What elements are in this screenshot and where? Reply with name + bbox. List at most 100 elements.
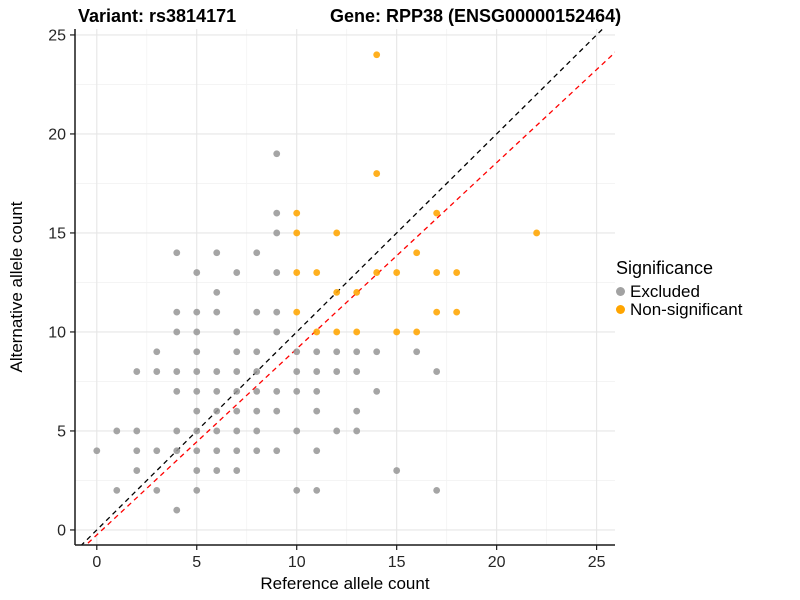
x-tick-label: 10 — [288, 554, 306, 571]
data-point — [193, 467, 201, 474]
data-point — [333, 328, 341, 336]
data-point — [313, 269, 321, 276]
data-point — [233, 407, 241, 415]
data-point — [293, 387, 301, 395]
data-point — [253, 407, 261, 415]
variant-title: Variant: rs3814171 — [78, 6, 237, 26]
data-point — [293, 229, 301, 237]
x-tick-label: 5 — [192, 554, 201, 571]
data-point — [293, 486, 301, 494]
data-point — [453, 269, 461, 276]
series-non-significant — [293, 51, 541, 336]
data-point — [333, 427, 341, 435]
legend-title: Significance — [616, 258, 714, 278]
data-point — [173, 427, 181, 435]
data-point — [373, 387, 381, 395]
data-point — [433, 308, 441, 316]
data-point — [333, 288, 341, 296]
data-point — [253, 387, 261, 395]
data-point — [413, 249, 421, 257]
data-point — [213, 249, 221, 257]
x-tick-label: 20 — [488, 554, 506, 571]
data-point — [293, 368, 301, 375]
x-tick-label: 15 — [388, 554, 406, 571]
data-point — [533, 229, 541, 237]
data-point — [213, 308, 221, 316]
data-point — [433, 368, 441, 375]
data-point — [353, 407, 361, 415]
data-point — [173, 249, 181, 257]
data-point — [353, 328, 361, 336]
data-point — [193, 486, 201, 494]
data-point — [213, 427, 221, 435]
data-point — [173, 387, 181, 395]
data-point — [313, 368, 321, 375]
y-tick-label: 0 — [57, 522, 66, 539]
data-point — [293, 427, 301, 435]
data-point — [293, 308, 301, 316]
data-point — [173, 308, 181, 316]
legend: Significance Excluded Non-significant — [616, 258, 743, 319]
data-point — [313, 407, 321, 415]
data-point — [153, 447, 161, 455]
data-point — [413, 348, 421, 356]
data-point — [273, 447, 281, 455]
data-point — [273, 209, 281, 217]
data-point — [233, 427, 241, 435]
data-point — [193, 269, 201, 276]
x-tick-label: 25 — [588, 554, 606, 571]
legend-item-excluded: Excluded — [616, 282, 742, 301]
legend-label: Non-significant — [630, 299, 743, 319]
x-tick-label: 0 — [92, 554, 101, 571]
data-point — [233, 269, 241, 276]
data-point — [273, 308, 281, 316]
data-point — [253, 368, 261, 375]
data-point — [173, 368, 181, 375]
x-axis-title: Reference allele count — [260, 574, 430, 593]
data-point — [393, 467, 401, 474]
data-point — [213, 447, 221, 455]
data-point — [193, 348, 201, 356]
data-point — [333, 368, 341, 375]
data-point — [93, 447, 101, 455]
y-tick-label: 25 — [48, 27, 66, 44]
data-point — [313, 348, 321, 356]
data-point — [113, 427, 121, 435]
data-point — [193, 447, 201, 455]
data-point — [293, 209, 301, 217]
data-point — [233, 328, 241, 336]
y-tick-label: 15 — [48, 225, 66, 242]
data-point — [193, 308, 201, 316]
data-point — [213, 387, 221, 395]
data-point — [293, 269, 301, 276]
data-point — [213, 368, 221, 375]
data-point — [253, 348, 261, 356]
data-point — [153, 348, 161, 356]
data-point — [273, 269, 281, 276]
data-point — [153, 368, 161, 375]
y-axis-title: Alternative allele count — [7, 201, 26, 373]
data-point — [213, 467, 221, 474]
data-point — [333, 348, 341, 356]
ratio-line — [84, 51, 615, 545]
data-point — [133, 368, 141, 375]
data-point — [253, 249, 261, 257]
data-point — [353, 288, 361, 296]
data-point — [193, 427, 201, 435]
data-point — [133, 447, 141, 455]
data-point — [273, 387, 281, 395]
data-point — [313, 447, 321, 455]
data-point — [213, 288, 221, 296]
data-point — [193, 328, 201, 336]
data-point — [253, 308, 261, 316]
data-point — [393, 269, 401, 276]
data-point — [233, 387, 241, 395]
data-point — [373, 51, 381, 59]
data-point — [213, 407, 221, 415]
data-point — [273, 328, 281, 336]
data-point — [373, 170, 381, 177]
data-point — [353, 427, 361, 435]
data-point — [313, 328, 321, 336]
